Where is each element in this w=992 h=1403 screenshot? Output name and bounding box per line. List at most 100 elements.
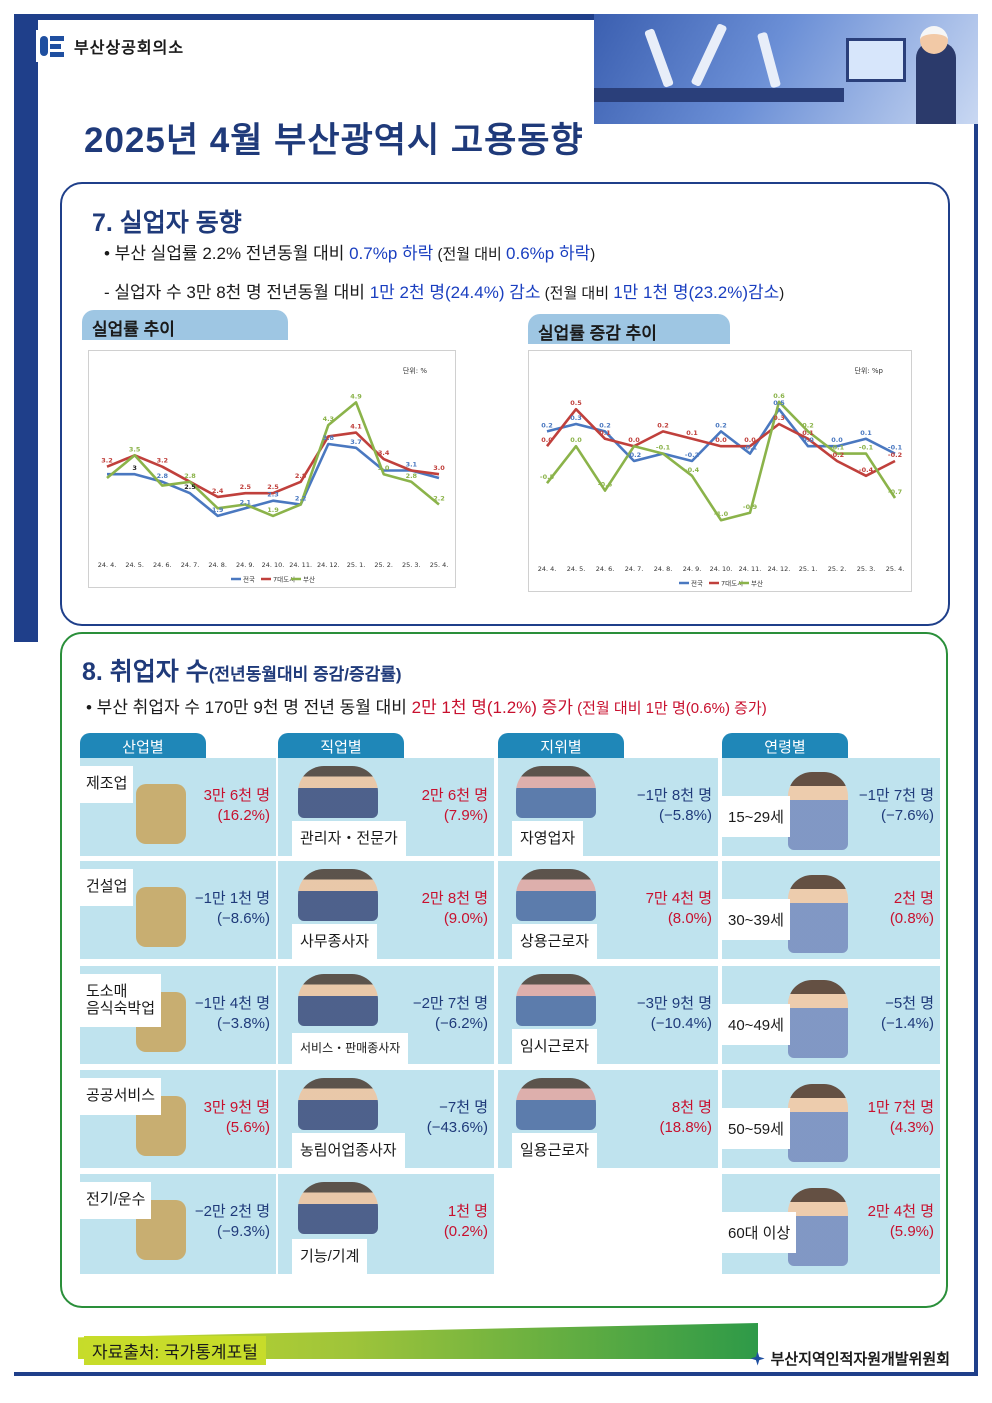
x-tick-label: 24. 10.	[710, 565, 733, 573]
industry-label: 전기/운수	[80, 1182, 152, 1219]
data-label: 2.5	[267, 483, 279, 491]
chamber-logo-icon	[40, 34, 68, 58]
status-cell: 상용근로자 7만 4천 명 (8.0%)	[498, 861, 718, 959]
data-label: -0.4	[859, 466, 874, 474]
col-head-industry: 산업별	[80, 733, 206, 758]
conveyor-belt	[594, 88, 844, 102]
data-label: 2.3	[267, 491, 279, 499]
x-tick-label: 24. 10.	[262, 561, 285, 569]
age-value: −1만 7천 명 (−7.6%)	[859, 786, 934, 827]
data-label: -0.1	[743, 444, 758, 452]
industry-value: −1만 4천 명 (−3.8%)	[195, 994, 270, 1035]
data-label: 2.8	[295, 472, 307, 480]
age-label: 60대 이상	[722, 1212, 797, 1253]
change-count: −1만 4천 명	[194, 995, 270, 1012]
industry-cell: 제조업 3만 6천 명 (16.2%)	[80, 758, 276, 856]
change-rate: (4.3%)	[889, 1119, 934, 1137]
age-cell: 60대 이상 2만 4천 명 (5.9%)	[722, 1174, 940, 1274]
data-label: 0.1	[686, 429, 698, 437]
change-count: −5천 명	[885, 995, 934, 1012]
x-tick-label: 24. 4.	[98, 561, 117, 569]
occupation-label: 서비스・판매종사자	[292, 1033, 409, 1064]
legend-label: 부산	[751, 579, 763, 588]
section7-line2: - 실업자 수 3만 8천 명 전년동월 대비 1만 2천 명(24.4%) 감…	[104, 278, 784, 303]
data-label: 0.2	[657, 421, 669, 429]
text: (전월 대비	[540, 285, 614, 302]
age-cell: 50~59세 1만 7천 명 (4.3%)	[722, 1070, 940, 1168]
status-value: −1만 8천 명 (−5.8%)	[637, 786, 712, 827]
change-count: −2만 2천 명	[194, 1203, 270, 1220]
status-label: 자영업자	[512, 821, 584, 856]
source-label: 자료출처: 국가통계포털	[84, 1336, 266, 1365]
data-label: 3.4	[378, 449, 390, 457]
data-label: 0.0	[831, 436, 843, 444]
series-line-전국	[546, 407, 896, 463]
worker-icon	[916, 42, 956, 124]
series-line-부산	[545, 400, 897, 522]
age-cell: 15~29세 −1만 7천 명 (−7.6%)	[722, 758, 940, 856]
chart2-tab: 실업률 증감 추이	[528, 314, 730, 344]
x-tick-label: 24. 8.	[208, 561, 227, 569]
change-rate: (7.9%)	[443, 807, 488, 825]
change-count: 8천 명	[671, 1099, 712, 1116]
data-label: 0.2	[541, 421, 553, 429]
change-count: 1만 7천 명	[867, 1099, 934, 1116]
occupation-value: 2만 8천 명 (9.0%)	[422, 889, 488, 930]
highlight-red: (전월 대비 1만 명(0.6%) 증가)	[572, 700, 767, 717]
industry-cell: 공공서비스 3만 9천 명 (5.6%)	[80, 1070, 276, 1168]
frame-right	[974, 14, 978, 1376]
x-tick-label: 25. 1.	[347, 561, 366, 569]
section8-title-main: 8. 취업자 수	[82, 658, 209, 686]
star-icon	[750, 1351, 765, 1366]
status-value: 7만 4천 명 (8.0%)	[646, 889, 712, 930]
occupation-cell: 기능/기계 1천 명 (0.2%)	[278, 1174, 494, 1274]
change-count: 2천 명	[893, 890, 934, 907]
industry-label: 공공서비스	[80, 1078, 162, 1115]
data-label: -0.7	[888, 488, 902, 496]
data-label: 3.0	[378, 464, 390, 472]
series-line-전국	[107, 442, 440, 518]
x-tick-label: 25. 3.	[857, 565, 876, 573]
data-label: -0.5	[540, 473, 555, 481]
data-label: 0.1	[860, 429, 872, 437]
age-value: 1만 7천 명 (4.3%)	[868, 1098, 934, 1139]
data-label: 3.2	[157, 457, 169, 465]
highlight-blue: 0.7%p 하락	[349, 244, 434, 263]
change-count: −7천 명	[439, 1099, 488, 1116]
data-label: 2.2	[295, 495, 307, 503]
data-label: 1.9	[267, 506, 279, 514]
occupation-illustration-icon	[298, 1078, 378, 1130]
col-head-occupation: 직업별	[278, 733, 404, 758]
text: - 실업자 수 3만 8천 명 전년동월 대비	[104, 283, 370, 302]
x-tick-label: 24. 11.	[289, 561, 312, 569]
data-label: 3.1	[406, 460, 418, 468]
data-label: 0.2	[599, 421, 611, 429]
data-label: 0.5	[570, 399, 582, 407]
status-illustration-icon	[516, 869, 596, 921]
change-count: 3만 9천 명	[203, 1099, 270, 1116]
data-label: 0.0	[744, 436, 756, 444]
change-rate: (0.2%)	[443, 1223, 488, 1241]
legend-label: 전국	[691, 579, 703, 588]
text: )	[779, 285, 785, 302]
data-label: 2.8	[406, 472, 418, 480]
data-label: -0.2	[830, 451, 844, 459]
age-label: 50~59세	[722, 1108, 790, 1149]
age-value: 2만 4천 명 (5.9%)	[868, 1202, 934, 1243]
data-label: 4.1	[350, 423, 362, 431]
change-rate: (−3.8%)	[217, 1015, 270, 1033]
status-illustration-icon	[516, 766, 596, 818]
change-count: −1만 8천 명	[636, 787, 712, 804]
factory-illustration	[594, 14, 978, 124]
x-tick-label: 24. 5.	[125, 561, 144, 569]
data-label: 0.3	[570, 414, 582, 422]
data-label: 0.2	[802, 421, 814, 429]
footer-org-name: 부산지역인적자원개발위원회	[770, 1350, 950, 1368]
data-label: 3.2	[101, 457, 113, 465]
change-rate: (5.6%)	[225, 1119, 270, 1137]
occupation-label: 사무종사자	[292, 924, 378, 959]
text: )	[590, 246, 596, 263]
text: (전월 대비	[433, 246, 507, 263]
change-rate: (−5.8%)	[659, 807, 712, 825]
text: • 부산 실업률 2.2% 전년동월 대비	[104, 244, 350, 263]
